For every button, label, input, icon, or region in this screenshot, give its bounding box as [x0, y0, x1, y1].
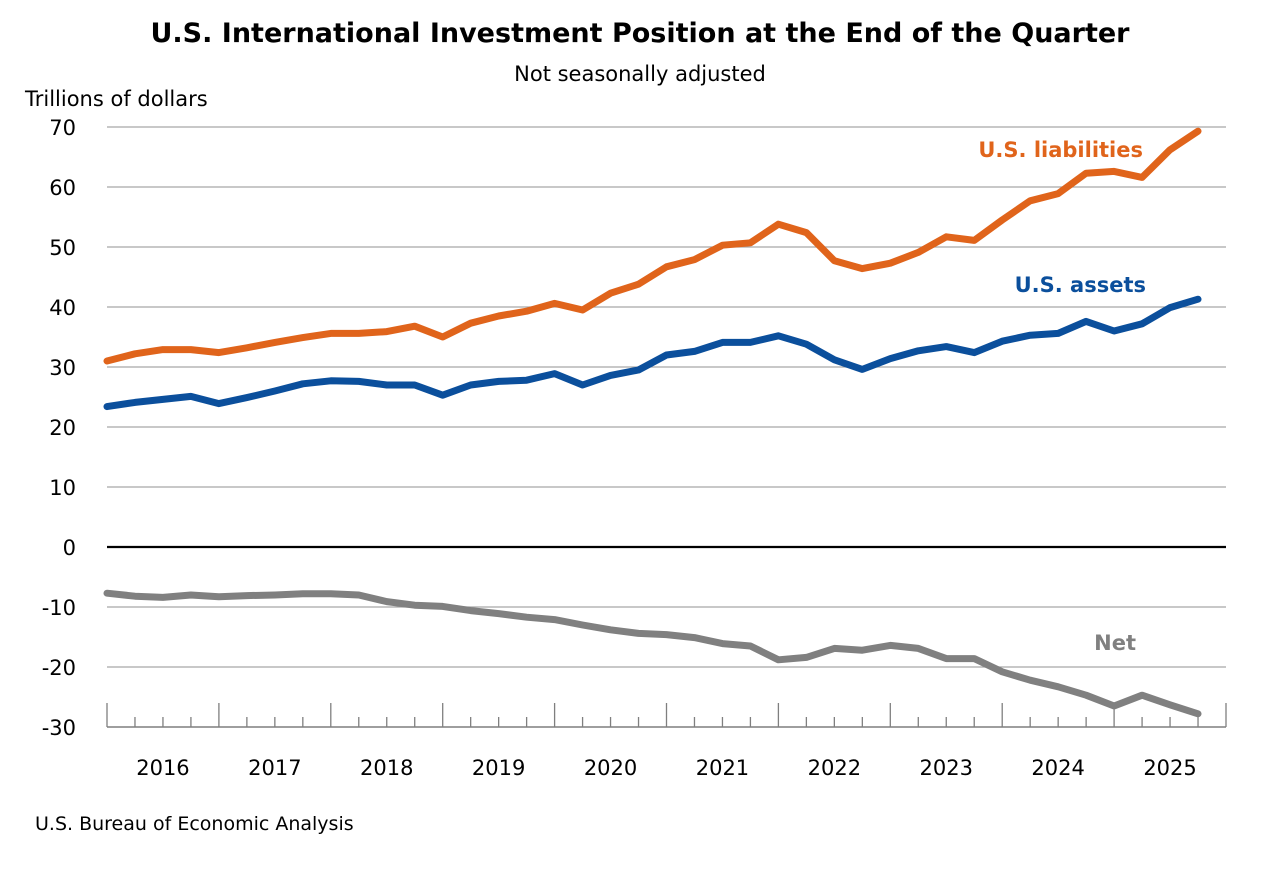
x-tick-labels: 2016 2017 2018 2019 2020 2021 2022 2023 2024 2025 [136, 756, 1197, 780]
y-tick-label: 20 [49, 416, 76, 440]
y-tick-label: -10 [42, 596, 76, 620]
series-line-net [103, 589, 1202, 718]
x-tick-label: 2022 [808, 756, 861, 780]
x-tick-label: 2016 [136, 756, 189, 780]
y-axis-label: Trillions of dollars [24, 87, 208, 111]
x-tick-label: 2020 [584, 756, 637, 780]
y-tick-label: 10 [49, 476, 76, 500]
series-label-liabilities: U.S. liabilities [978, 138, 1143, 162]
x-tick-label: 2025 [1143, 756, 1196, 780]
x-axis [106, 703, 1227, 728]
y-tick-label: 60 [49, 176, 76, 200]
series-label-assets: U.S. assets [1015, 273, 1146, 297]
y-tick-label: 50 [49, 236, 76, 260]
series-line-u-s-assets [103, 295, 1202, 411]
gridlines [107, 126, 1226, 668]
x-tick-label: 2018 [360, 756, 413, 780]
x-tick-label: 2017 [248, 756, 301, 780]
chart-title: U.S. International Investment Position a… [150, 18, 1130, 49]
y-tick-labels: 70 60 50 40 30 20 10 0 -10 -20 -30 [42, 116, 76, 740]
y-tick-label: -30 [42, 716, 76, 740]
y-tick-label: 30 [49, 356, 76, 380]
chart-subtitle: Not seasonally adjusted [514, 62, 766, 86]
y-tick-label: 0 [63, 536, 76, 560]
x-tick-label: 2019 [472, 756, 525, 780]
source-note: U.S. Bureau of Economic Analysis [35, 813, 354, 835]
y-tick-label: 70 [49, 116, 76, 140]
series-lines [103, 127, 1202, 718]
x-tick-label: 2023 [920, 756, 973, 780]
y-tick-label: 40 [49, 296, 76, 320]
series-line-u-s-liabilities [103, 127, 1202, 365]
series-label-net: Net [1094, 631, 1136, 655]
x-tick-label: 2024 [1031, 756, 1084, 780]
x-tick-label: 2021 [696, 756, 749, 780]
y-tick-label: -20 [42, 656, 76, 680]
